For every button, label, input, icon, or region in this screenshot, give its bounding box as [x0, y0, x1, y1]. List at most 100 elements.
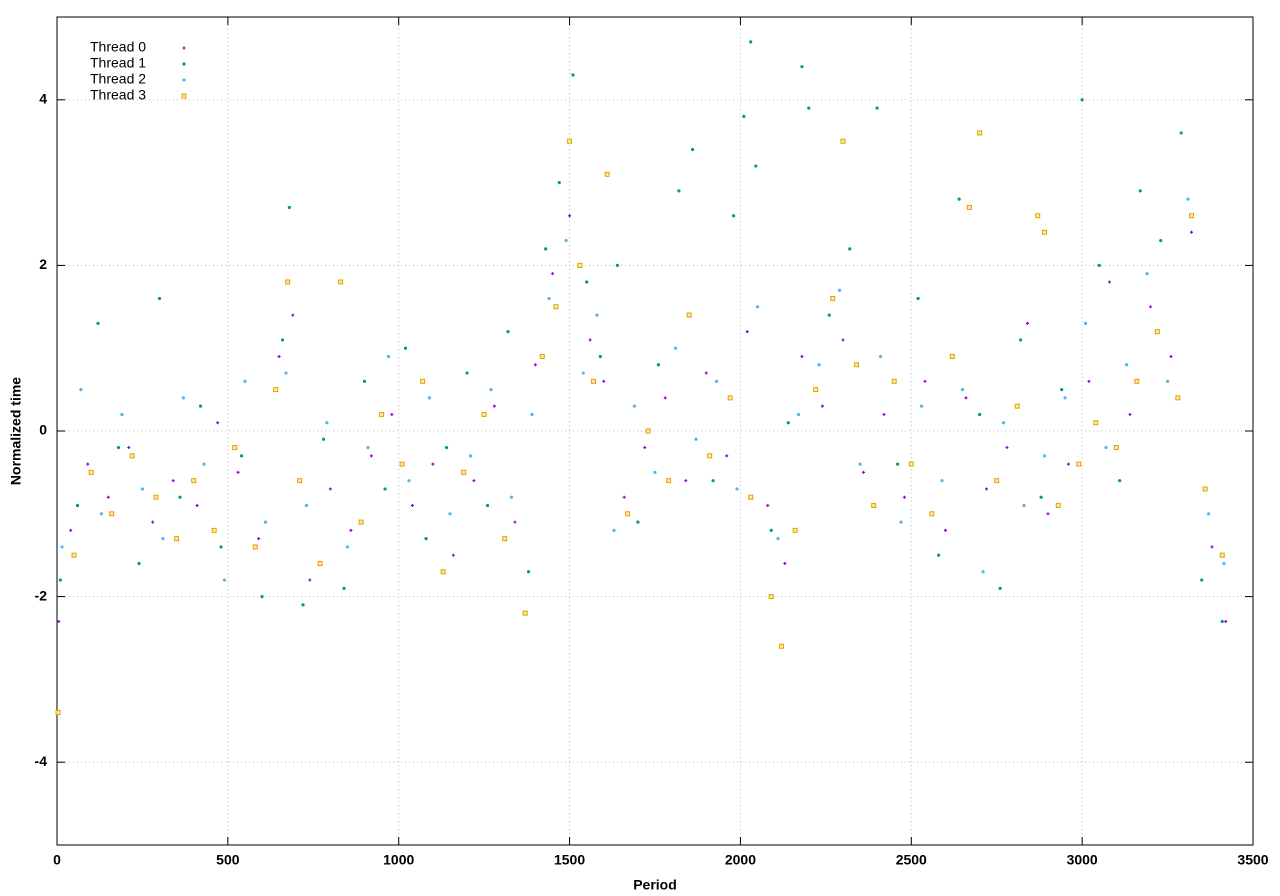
point [807, 106, 811, 110]
point [157, 296, 162, 301]
legend-marker [181, 93, 187, 99]
y-tick-label: 4 [39, 91, 47, 107]
point [827, 313, 831, 317]
legend-label: Thread 3 [90, 87, 146, 103]
point [792, 527, 798, 533]
point [222, 578, 227, 582]
point [1060, 388, 1064, 392]
point [1159, 238, 1163, 243]
point [379, 411, 385, 417]
point [817, 363, 821, 367]
point [410, 504, 414, 508]
point [776, 537, 780, 541]
point [1063, 396, 1067, 400]
point [386, 354, 391, 359]
point [725, 454, 729, 458]
point [707, 453, 713, 459]
point [202, 462, 206, 466]
point [1087, 379, 1091, 383]
point [748, 494, 754, 500]
point [420, 378, 426, 384]
point [58, 578, 63, 582]
point [120, 412, 124, 417]
point [577, 262, 583, 268]
point [694, 437, 698, 441]
point [656, 363, 661, 367]
point [1145, 272, 1149, 276]
point [191, 478, 197, 484]
point [1134, 378, 1140, 384]
point [1165, 379, 1170, 383]
point [181, 396, 186, 400]
x-axis-label: Period [633, 877, 677, 893]
point [106, 495, 110, 499]
point [544, 247, 548, 251]
point [1138, 189, 1142, 193]
point [1042, 454, 1047, 458]
point [349, 528, 353, 532]
point [1055, 503, 1061, 509]
point [1080, 98, 1084, 102]
point [800, 354, 804, 358]
point [178, 495, 182, 499]
point [742, 114, 746, 118]
point [923, 379, 927, 383]
point [198, 404, 203, 408]
point [1200, 578, 1204, 582]
point [472, 479, 476, 483]
point [998, 586, 1002, 590]
point [929, 511, 935, 517]
point [1206, 512, 1211, 516]
x-tick-label: 1000 [383, 852, 414, 868]
point [530, 412, 534, 417]
point [1186, 197, 1190, 201]
point [216, 421, 220, 425]
point [677, 189, 681, 193]
point [994, 478, 1000, 484]
point [899, 520, 903, 524]
point [727, 395, 733, 401]
point [60, 545, 64, 549]
point [602, 379, 606, 383]
point [285, 279, 291, 285]
point [636, 520, 640, 524]
point [151, 520, 155, 524]
y-tick-label: 2 [39, 256, 47, 272]
point [390, 412, 394, 416]
point [195, 504, 199, 508]
point [506, 330, 510, 334]
point [129, 453, 135, 459]
point [673, 346, 678, 350]
point [109, 511, 115, 517]
point [75, 503, 80, 508]
point [291, 313, 295, 317]
point [1224, 619, 1228, 623]
point [612, 528, 616, 532]
point [280, 338, 285, 342]
point [1179, 131, 1183, 135]
point [1113, 445, 1119, 451]
point [448, 512, 452, 516]
point [99, 512, 104, 516]
point [465, 371, 469, 375]
point [878, 354, 883, 359]
point [690, 147, 695, 152]
point [1022, 503, 1026, 508]
point [1169, 354, 1173, 358]
x-tick-label: 0 [53, 852, 61, 868]
point [116, 445, 121, 450]
point [219, 545, 223, 549]
point [615, 263, 620, 267]
point [369, 454, 373, 458]
point [1066, 462, 1070, 466]
point [598, 354, 602, 359]
legend-label: Thread 2 [90, 71, 146, 87]
point [978, 412, 982, 417]
point [533, 363, 537, 367]
point [287, 205, 291, 210]
point [86, 462, 90, 466]
point [768, 594, 774, 600]
point [243, 379, 247, 383]
point [236, 470, 240, 474]
legend-marker [182, 78, 186, 82]
